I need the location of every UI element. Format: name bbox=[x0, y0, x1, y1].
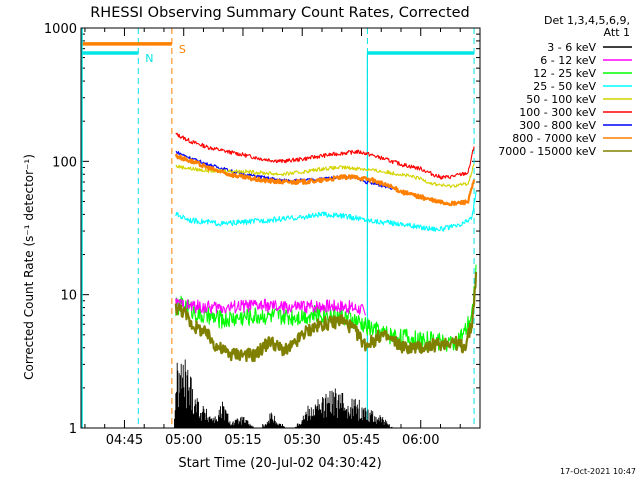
legend-entry-label: 25 - 50 keV bbox=[533, 80, 596, 93]
series-25-50kev bbox=[175, 191, 477, 232]
y-tick-label: 100 bbox=[52, 155, 77, 170]
legend-entry-label: 100 - 300 keV bbox=[519, 106, 596, 119]
legend-entry-label: 300 - 800 keV bbox=[519, 119, 596, 132]
observing-flags: NS bbox=[81, 28, 475, 428]
series-800-7000kev bbox=[174, 153, 476, 207]
date-stamp: 17-Oct-2021 10:47 bbox=[560, 467, 636, 476]
axis-ticks: 04:45 05:00 05:15 05:30 05:45 06:00 1 10 100 1000 bbox=[44, 22, 480, 448]
series-3-6-kev bbox=[174, 359, 394, 428]
y-tick-label: 10 bbox=[60, 289, 77, 304]
legend-entry-label: 3 - 6 keV bbox=[547, 41, 596, 54]
legend-header-line-2: Att 1 bbox=[604, 26, 630, 39]
y-axis-label-group: Corrected Count Rate (s⁻¹ detector⁻¹) bbox=[22, 154, 36, 380]
plot-frame bbox=[80, 27, 481, 429]
data-series bbox=[174, 132, 478, 428]
series-6-12kev bbox=[175, 298, 366, 316]
y-axis-label: Corrected Count Rate (s⁻¹ detector⁻¹) bbox=[22, 154, 36, 380]
x-tick-label: 05:30 bbox=[283, 433, 320, 448]
legend-entry-label: 50 - 100 keV bbox=[526, 93, 596, 106]
x-axis-label: Start Time (20-Jul-02 04:30:42) bbox=[178, 456, 381, 471]
flag-letter-saa: S bbox=[179, 43, 186, 56]
series-100-300kev bbox=[175, 132, 475, 180]
series-50-100kev bbox=[175, 163, 475, 189]
chart-title: RHESSI Observing Summary Count Rates, Co… bbox=[90, 5, 470, 21]
legend-entry-label: 7000 - 15000 keV bbox=[498, 145, 596, 158]
x-tick-label: 05:45 bbox=[343, 433, 380, 448]
y-tick-label: 1000 bbox=[44, 22, 77, 37]
y-tick-label: 1 bbox=[69, 422, 77, 437]
legend-entry-label: 800 - 7000 keV bbox=[512, 132, 596, 145]
legend-header-line-1: Det 1,3,4,5,6,9, bbox=[544, 14, 630, 27]
legend-entry-label: 12 - 25 keV bbox=[533, 67, 596, 80]
x-tick-label: 04:45 bbox=[106, 433, 143, 448]
x-tick-label: 05:15 bbox=[224, 433, 261, 448]
series-7000-15000kev bbox=[174, 271, 478, 363]
x-tick-label: 05:00 bbox=[165, 433, 202, 448]
x-tick-label: 06:00 bbox=[402, 433, 439, 448]
plot-area-border bbox=[80, 27, 481, 429]
legend-entry-label: 6 - 12 keV bbox=[540, 54, 596, 67]
flag-letter-night: N bbox=[145, 52, 153, 65]
